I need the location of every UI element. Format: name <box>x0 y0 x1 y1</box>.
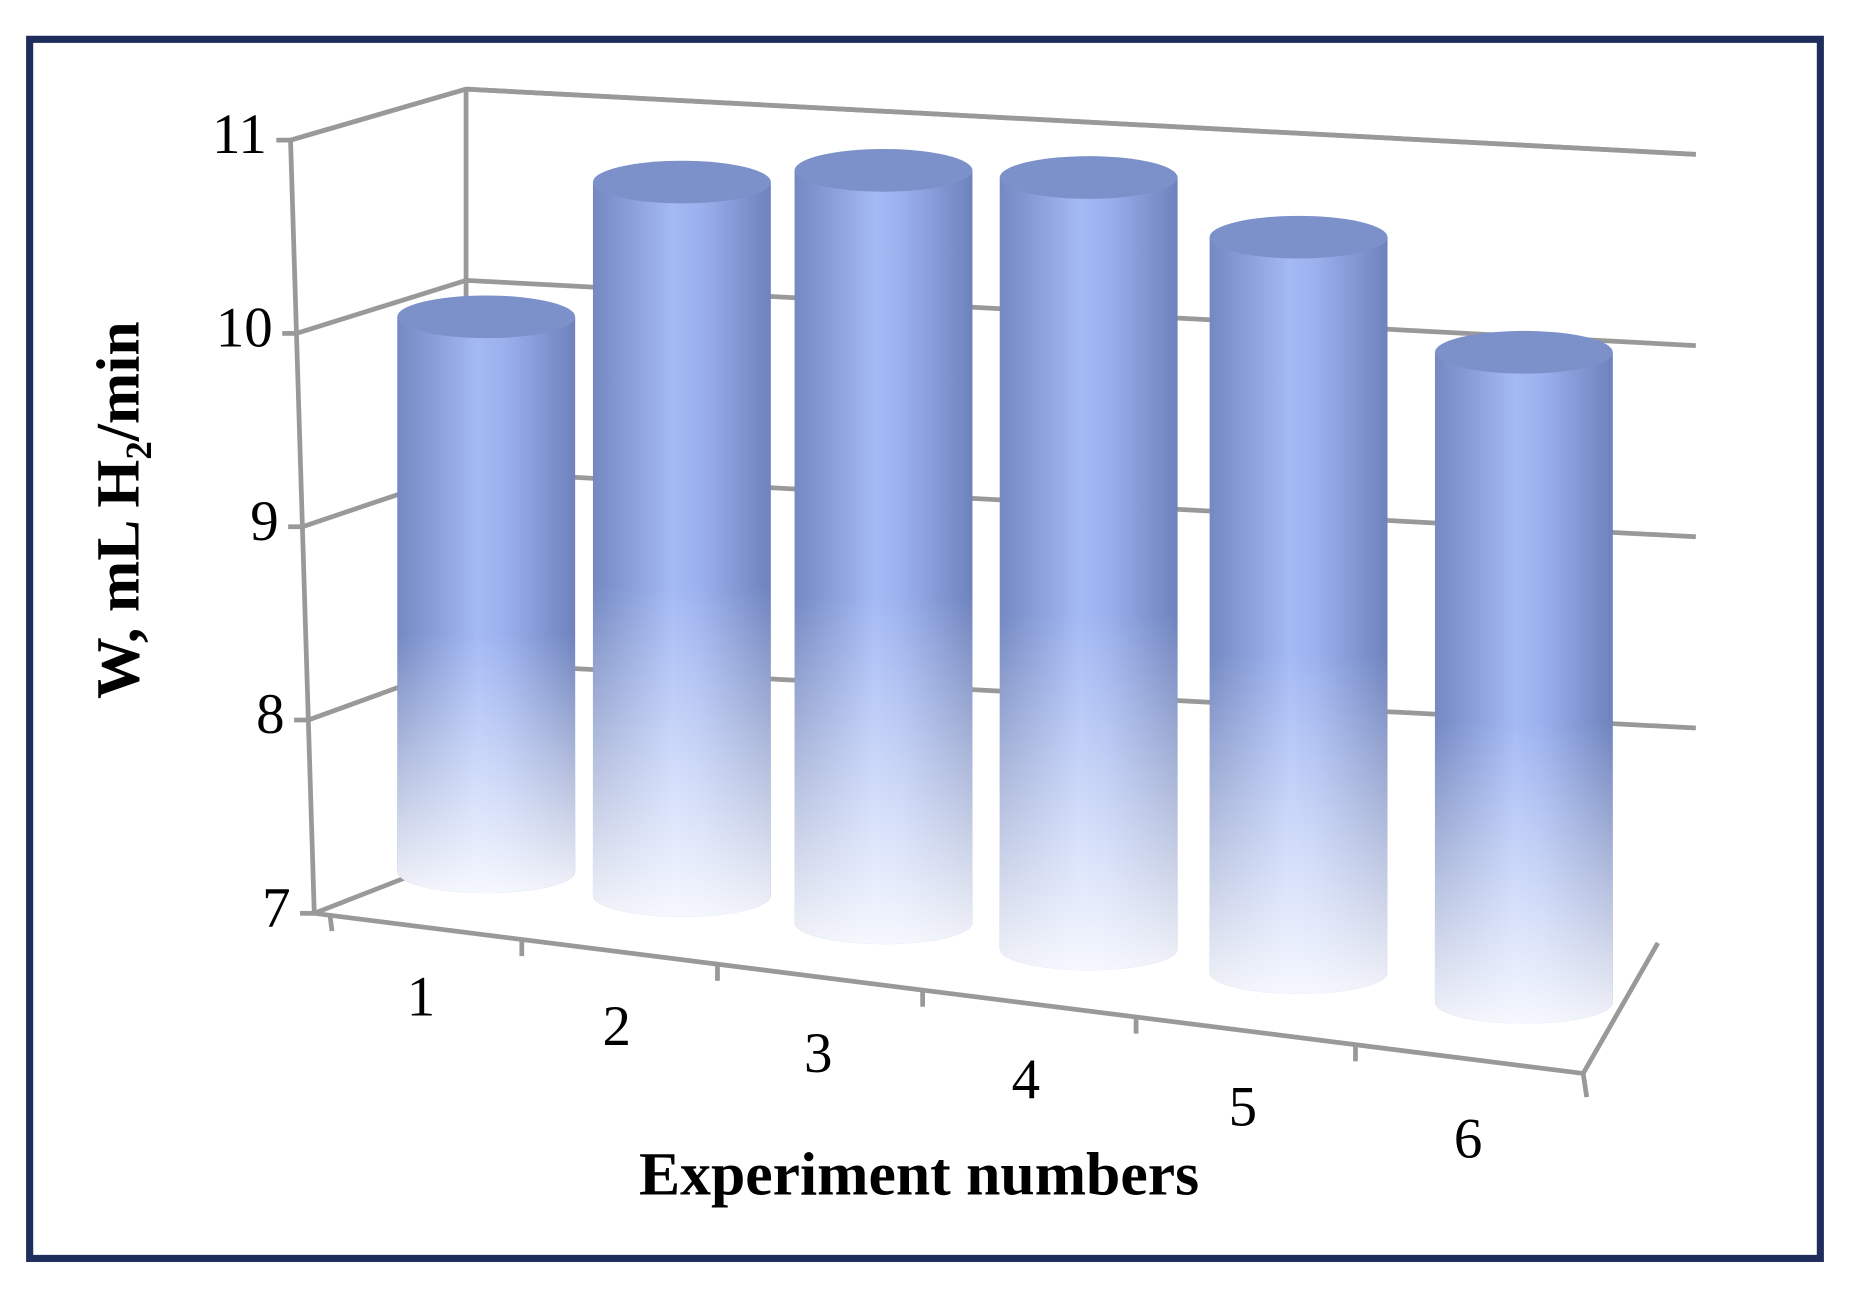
bar <box>794 149 973 945</box>
x-tick-label: 4 <box>1012 1048 1040 1111</box>
x-tick-label: 1 <box>407 965 435 1028</box>
bar <box>1209 215 1388 994</box>
x-axis-title: Experiment numbers <box>639 1140 1199 1208</box>
y-tick-label: 10 <box>216 296 273 359</box>
x-tick-label: 6 <box>1454 1108 1482 1171</box>
y-axis-title: W, mL H₂/min <box>85 321 153 699</box>
y-tick-label: 7 <box>262 876 290 939</box>
x-tick-label: 2 <box>602 995 630 1058</box>
frame <box>26 35 1824 1262</box>
y-tick-label: 9 <box>250 490 278 553</box>
grid-line <box>289 86 1696 157</box>
x-tick-label: 5 <box>1229 1076 1257 1139</box>
bar <box>592 160 771 917</box>
bar <box>397 295 576 894</box>
bar <box>999 156 1178 971</box>
y-tick-label: 8 <box>256 683 284 746</box>
x-tick-label: 3 <box>804 1022 832 1085</box>
y-tick-label: 11 <box>212 103 267 166</box>
bar <box>1434 330 1613 1024</box>
